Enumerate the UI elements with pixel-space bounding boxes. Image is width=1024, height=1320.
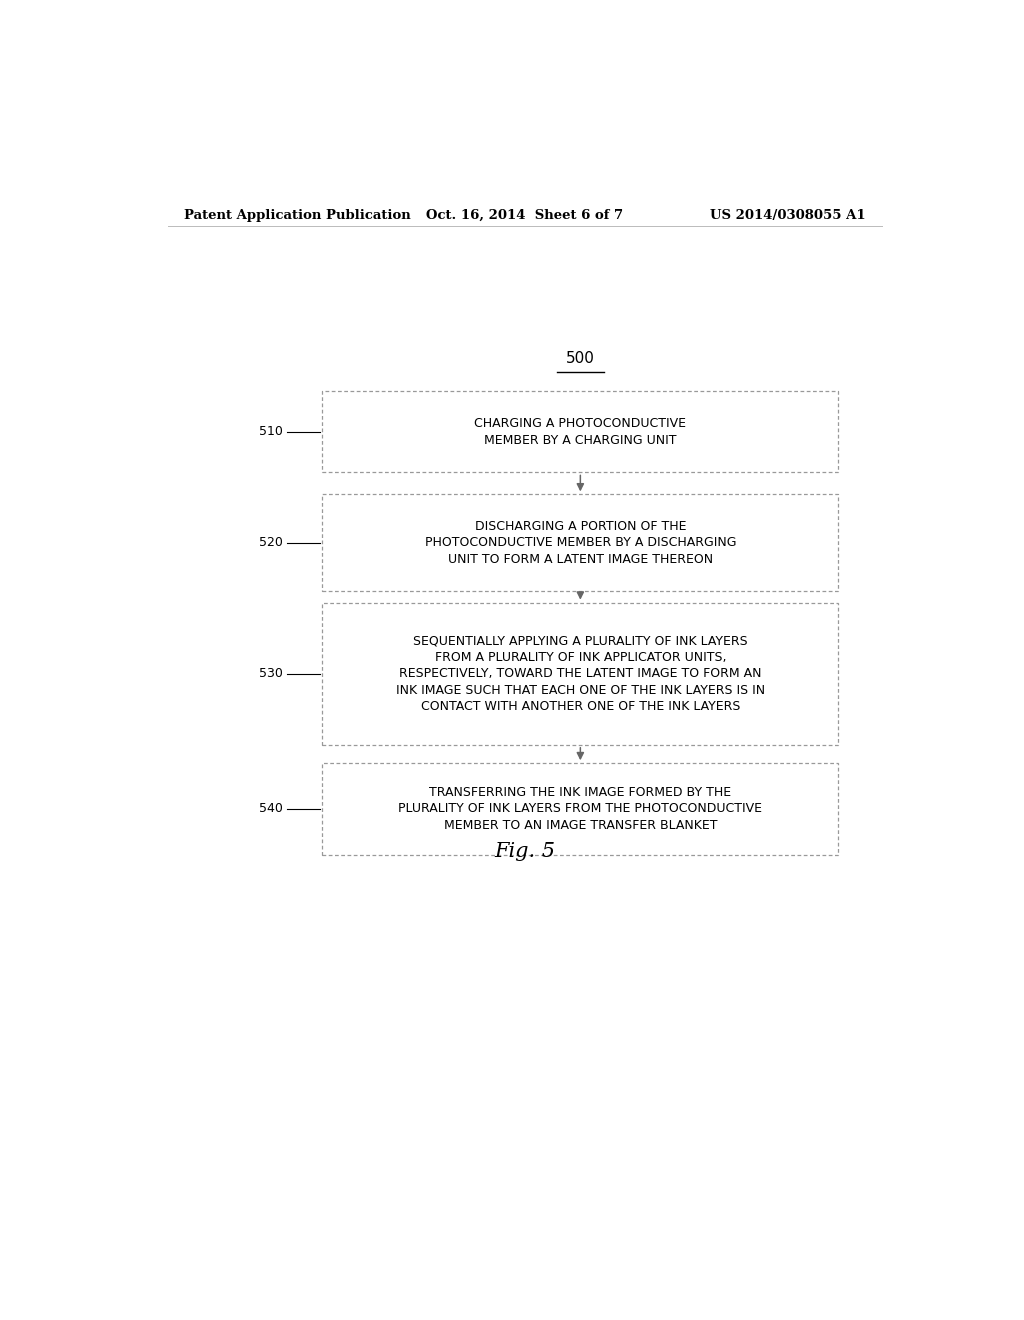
Text: Patent Application Publication: Patent Application Publication bbox=[183, 209, 411, 222]
Text: TRANSFERRING THE INK IMAGE FORMED BY THE
PLURALITY OF INK LAYERS FROM THE PHOTOC: TRANSFERRING THE INK IMAGE FORMED BY THE… bbox=[398, 785, 762, 832]
Text: 510: 510 bbox=[259, 425, 283, 438]
FancyBboxPatch shape bbox=[323, 391, 839, 473]
Text: Fig. 5: Fig. 5 bbox=[495, 842, 555, 861]
Text: CHARGING A PHOTOCONDUCTIVE
MEMBER BY A CHARGING UNIT: CHARGING A PHOTOCONDUCTIVE MEMBER BY A C… bbox=[474, 417, 686, 446]
FancyBboxPatch shape bbox=[323, 763, 839, 854]
Text: DISCHARGING A PORTION OF THE
PHOTOCONDUCTIVE MEMBER BY A DISCHARGING
UNIT TO FOR: DISCHARGING A PORTION OF THE PHOTOCONDUC… bbox=[425, 520, 736, 565]
Text: 520: 520 bbox=[259, 536, 283, 549]
Text: 500: 500 bbox=[566, 351, 595, 366]
Text: US 2014/0308055 A1: US 2014/0308055 A1 bbox=[711, 209, 866, 222]
Text: 540: 540 bbox=[259, 803, 283, 816]
Text: Oct. 16, 2014  Sheet 6 of 7: Oct. 16, 2014 Sheet 6 of 7 bbox=[426, 209, 624, 222]
FancyBboxPatch shape bbox=[323, 602, 839, 744]
Text: 530: 530 bbox=[259, 667, 283, 680]
Text: SEQUENTIALLY APPLYING A PLURALITY OF INK LAYERS
FROM A PLURALITY OF INK APPLICAT: SEQUENTIALLY APPLYING A PLURALITY OF INK… bbox=[396, 634, 765, 713]
FancyBboxPatch shape bbox=[323, 494, 839, 591]
